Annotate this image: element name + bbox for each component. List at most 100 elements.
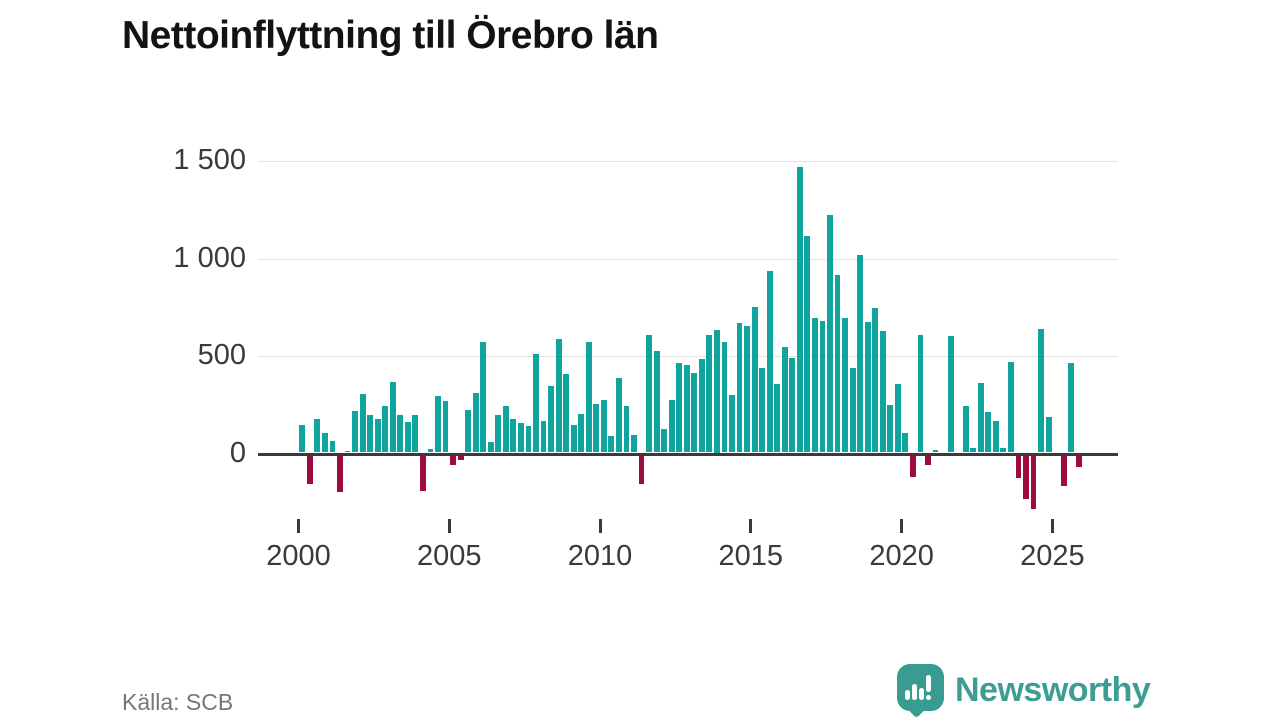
bar-2011Q1	[631, 434, 637, 453]
bar-2010Q4	[623, 405, 630, 453]
bar-2007Q3	[525, 426, 532, 453]
bar-2014Q4	[744, 325, 750, 453]
bar-2008Q4	[563, 374, 570, 453]
x-axis-tick-label: 2010	[567, 540, 633, 572]
bar-2017Q1	[811, 317, 818, 453]
bar-2019Q2	[879, 331, 886, 453]
y-axis-tick-label: 1 000	[173, 241, 246, 274]
bar-2001Q4	[352, 411, 358, 453]
bar-2013Q1	[691, 373, 698, 453]
bar-2003Q2	[397, 415, 404, 453]
bar-2007Q4	[533, 353, 539, 453]
logo-chart-bar-icon	[912, 684, 917, 700]
x-axis-tick-2005	[447, 519, 451, 533]
x-axis-tick-2000	[297, 519, 300, 533]
bar-2016Q4	[804, 235, 811, 453]
bar-2025Q2	[1060, 455, 1067, 486]
bar-2024Q4	[1045, 417, 1052, 453]
bar-2007Q2	[517, 423, 524, 453]
y-axis-tick-label: 500	[197, 339, 246, 372]
gridline-y-500	[258, 356, 1118, 358]
bar-2004Q3	[435, 395, 441, 453]
x-axis-tick-2010	[598, 519, 602, 533]
bar-2020Q4	[925, 455, 931, 466]
bar-2022Q2	[970, 447, 977, 453]
bar-2018Q2	[849, 367, 856, 453]
bar-2012Q1	[661, 429, 668, 453]
bar-2024Q3	[1038, 329, 1044, 453]
bar-2005Q4	[472, 392, 479, 453]
bar-2025Q3	[1068, 362, 1075, 453]
bar-2003Q3	[404, 422, 411, 453]
bar-2014Q3	[736, 322, 743, 453]
bar-2003Q4	[412, 415, 419, 453]
bar-2004Q4	[442, 400, 449, 453]
bar-2013Q3	[706, 335, 713, 453]
bar-2006Q2	[487, 441, 494, 453]
bar-2001Q3	[344, 450, 351, 453]
bar-2016Q2	[789, 357, 796, 453]
bar-2019Q4	[894, 384, 901, 453]
bar-2012Q3	[676, 362, 683, 453]
bar-2002Q4	[382, 405, 389, 453]
bar-2012Q2	[668, 399, 675, 453]
bar-2023Q1	[992, 421, 999, 453]
bar-2022Q3	[977, 383, 984, 453]
bar-2005Q2	[457, 455, 464, 461]
bar-2002Q1	[359, 393, 366, 453]
x-axis-tick-2015	[749, 519, 753, 533]
bar-2009Q2	[578, 414, 585, 453]
bar-2010Q2	[608, 435, 615, 453]
bar-2011Q4	[653, 350, 660, 453]
bar-2008Q3	[555, 339, 562, 453]
bar-2017Q3	[827, 215, 833, 453]
bar-2014Q1	[721, 342, 728, 453]
bar-2021Q1	[932, 449, 939, 453]
bar-2011Q2	[638, 455, 645, 484]
x-axis-tick-label: 2025	[1020, 540, 1085, 572]
bar-2024Q2	[1030, 455, 1037, 510]
bar-2013Q2	[698, 358, 705, 453]
bar-2023Q3	[1007, 361, 1014, 453]
bar-2001Q2	[337, 455, 343, 492]
bar-2017Q2	[819, 320, 826, 453]
bar-2015Q4	[774, 384, 781, 453]
bar-2006Q4	[502, 405, 509, 453]
bar-2015Q1	[751, 307, 758, 453]
bar-2011Q3	[646, 335, 652, 453]
bar-2015Q3	[766, 270, 773, 453]
bar-2018Q1	[842, 317, 848, 453]
x-axis-tick-label: 2005	[417, 540, 482, 572]
bar-2020Q3	[917, 335, 924, 453]
bar-2014Q2	[729, 394, 735, 453]
x-axis-tick-label: 2000	[266, 540, 331, 572]
bar-2002Q2	[367, 415, 374, 453]
bar-2020Q1	[902, 432, 909, 453]
bar-2009Q1	[570, 425, 577, 453]
x-axis-tick-2025	[1050, 519, 1054, 533]
bar-2003Q1	[389, 382, 396, 453]
x-axis-tick-label: 2020	[869, 540, 934, 572]
bar-2000Q1	[299, 425, 306, 453]
gridline-y-1000	[258, 258, 1118, 260]
bar-2018Q3	[857, 255, 864, 453]
chart-title: Nettoinflyttning till Örebro län	[122, 14, 659, 57]
source-note: Källa: SCB	[122, 689, 234, 715]
gridline-y-1500	[258, 161, 1118, 163]
bar-2010Q3	[615, 378, 622, 453]
y-axis-tick-label: 0	[229, 437, 246, 469]
logo-chart-bar-icon	[919, 688, 924, 700]
x-axis-tick-label: 2015	[718, 540, 784, 572]
bar-2013Q4	[713, 330, 720, 453]
bar-2004Q2	[427, 448, 434, 453]
logo-exclamation-icon	[926, 675, 931, 692]
x-axis-zero-line	[258, 452, 1118, 456]
bar-2006Q3	[495, 415, 502, 453]
bar-2019Q3	[887, 404, 894, 453]
bar-2001Q1	[329, 440, 336, 453]
bar-2000Q3	[314, 419, 321, 453]
bar-2022Q1	[962, 405, 969, 453]
bar-2019Q1	[872, 307, 879, 453]
bar-2021Q3	[947, 336, 954, 453]
